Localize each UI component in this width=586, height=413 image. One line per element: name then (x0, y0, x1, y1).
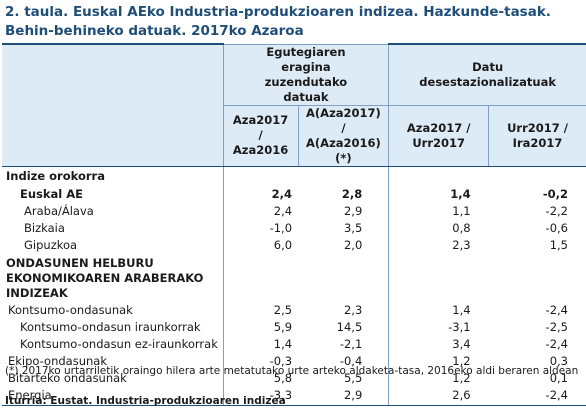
cell-value: 3,4 (388, 336, 489, 353)
cell-value: -0,6 (545, 221, 568, 235)
table-row: Ekipo-ondasunak -0,3 -0,4 1,2 0,3 (2, 353, 586, 370)
cell-value: 5,5 (343, 371, 363, 385)
cell-value: 2,4 (222, 186, 299, 203)
cell-value: 2,8 (341, 187, 363, 201)
row-label: Energia (2, 387, 224, 406)
cell-value: 0,1 (549, 371, 568, 385)
cell-value: 2,9 (343, 204, 363, 218)
cell-value: 2,3 (388, 237, 489, 254)
cell-value: 2,9 (298, 387, 389, 406)
table-row: Bitarteko ondasunak 5,8 5,5 1,2 0,1 (2, 370, 586, 387)
row-label: Euskal AE (20, 187, 83, 201)
row-label: Kontsumo-ondasunak (8, 303, 133, 317)
data-table: Egutegiaren eragina zuzendutako datuak D… (2, 43, 586, 406)
cell-value: 6,0 (222, 237, 299, 254)
row-label: Gipuzkoa (24, 238, 78, 252)
col-header-4: Urr2017 / Ira2017 (488, 104, 586, 167)
table-row: Bizkaia -1,0 3,5 0,8 -0,6 (2, 220, 586, 237)
header-corner (2, 43, 224, 105)
cell-value: -1,0 (222, 220, 299, 237)
cell-value: 3,5 (343, 221, 363, 235)
cell-value: 0,8 (388, 220, 489, 237)
table-row: Araba/Álava 2,4 2,9 1,1 -2,2 (2, 203, 586, 220)
footnote: (*) 2017ko urtarriletik oraingo hilera a… (5, 365, 579, 377)
header-group-calendar-adjusted: Egutegiaren eragina zuzendutako datuak (222, 43, 389, 105)
section-destination: ONDASUNEN HELBURU EKONOMIKOAREN ARABERAK… (6, 256, 204, 300)
row-label: Bizkaia (24, 221, 65, 235)
cell-value: -3,1 (388, 319, 489, 336)
cell-value: 2,3 (343, 303, 363, 317)
row-label: Araba/Álava (24, 204, 94, 218)
table-row: Euskal AE 2,4 2,8 1,4 -0,2 (2, 186, 586, 203)
cell-value: 1,4 (388, 302, 489, 319)
cell-value: -3,3 (222, 387, 299, 406)
table-row: Kontsumo-ondasunak 2,5 2,3 1,4 -2,4 (2, 302, 586, 319)
cell-value: -2,1 (339, 337, 363, 351)
col-header-1: Aza2017 / Aza2016 (222, 104, 299, 167)
header-corner-lower (2, 105, 224, 167)
cell-value: 1,5 (549, 238, 568, 252)
table-row: Gipuzkoa 6,0 2,0 2,3 1,5 (2, 237, 586, 254)
cell-value: 1,2 (388, 353, 489, 370)
cell-value: 2,0 (343, 238, 363, 252)
row-label: Kontsumo-ondasun ez-iraunkorrak (20, 337, 218, 351)
cell-value: 5,8 (222, 370, 299, 387)
row-label: Ekipo-ondasunak (8, 354, 107, 368)
cell-value: -0,2 (542, 187, 568, 201)
cell-value: -2,4 (545, 303, 568, 317)
cell-value: 14,5 (336, 320, 363, 334)
cell-value: 0,3 (549, 354, 568, 368)
cell-value: -2,4 (545, 337, 568, 351)
table-row: Kontsumo-ondasun iraunkorrak 5,9 14,5 -3… (2, 319, 586, 336)
row-label: Bitarteko ondasunak (8, 371, 127, 385)
section-general: Indize orokorra (6, 168, 105, 183)
cell-value: -0,3 (222, 353, 299, 370)
cell-value: 2,4 (222, 203, 299, 220)
cell-value: -2,5 (545, 320, 568, 334)
col-header-3: Aza2017 / Urr2017 (388, 104, 489, 167)
cell-value: 1,4 (388, 186, 489, 203)
table-row: Kontsumo-ondasun ez-iraunkorrak 1,4 -2,1… (2, 336, 586, 353)
cell-value: -0,4 (339, 354, 363, 368)
source-line: Iturria: Eustat. Industria-produkzioaren… (5, 395, 286, 407)
cell-value: -2,2 (545, 204, 568, 218)
cell-value: 1,4 (222, 336, 299, 353)
cell-value: 2,6 (388, 387, 489, 406)
cell-value: -2,4 (488, 387, 586, 406)
table-title: 2. taula. Euskal AEko Industria-produkzi… (5, 4, 551, 39)
col-header-2: A(Aza2017) / A(Aza2016)(*) (297, 104, 389, 167)
header-group-seasonally-adjusted: Datu desestazionalizatuak (388, 43, 586, 105)
cell-value: 2,5 (222, 302, 299, 319)
cell-value: 1,2 (388, 370, 489, 387)
cell-value: 5,9 (222, 319, 299, 336)
table-row: Energia -3,3 2,9 2,6 -2,4 (2, 387, 586, 406)
cell-value: 1,1 (388, 203, 489, 220)
row-label: Kontsumo-ondasun iraunkorrak (20, 320, 201, 334)
